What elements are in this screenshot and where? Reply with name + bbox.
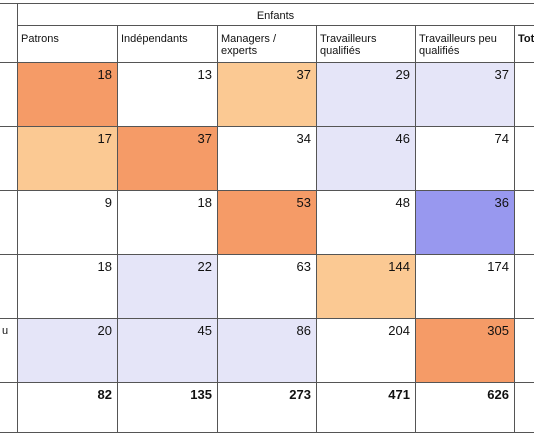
total-value: 82 (97, 387, 112, 402)
table-value: 37 (494, 67, 509, 82)
table-value: 18 (97, 259, 112, 274)
total-value: 471 (388, 387, 410, 402)
table-value: 9 (104, 195, 112, 210)
table-cell-fill (117, 62, 217, 126)
table-cell-fill (17, 382, 117, 433)
column-header: Travailleurs peu qualifiés (419, 33, 497, 57)
table-value: 48 (395, 195, 410, 210)
table-value: 174 (487, 259, 509, 274)
table-cell-fill (415, 190, 514, 254)
table-cell-fill (316, 318, 415, 382)
grid-line (514, 25, 515, 433)
table-value: 53 (296, 195, 311, 210)
column-group-title: Enfants (256, 10, 295, 22)
table-cell-fill (17, 318, 117, 382)
table-cell-fill (117, 382, 217, 433)
table-cell-fill (316, 190, 415, 254)
grid-line (0, 62, 534, 63)
table-cell-fill (316, 382, 415, 433)
table-value: 204 (388, 323, 410, 338)
total-value: 273 (289, 387, 311, 402)
table-cell-fill (17, 126, 117, 190)
table-cell-fill (316, 254, 415, 318)
table-cell-fill (415, 62, 514, 126)
table-cell-fill (415, 382, 514, 433)
table-cell-fill (217, 126, 316, 190)
table-cell-fill (117, 190, 217, 254)
grid-line (415, 25, 416, 433)
row-label: u (2, 325, 9, 337)
table-value: 36 (494, 195, 509, 210)
grid-line (316, 25, 317, 433)
table-value: 37 (296, 67, 311, 82)
grid-line (17, 25, 534, 26)
table-cell-fill (415, 254, 514, 318)
table-cell-fill (217, 254, 316, 318)
table-cell-fill (415, 126, 514, 190)
column-header: Indépendants (121, 33, 188, 45)
table-value: 17 (97, 131, 112, 146)
table-value: 37 (197, 131, 212, 146)
table-cell-fill (316, 62, 415, 126)
column-header: Travailleurs qualifiés (320, 33, 377, 57)
table-cell-fill (217, 382, 316, 433)
grid-line (0, 382, 534, 383)
table-value: 34 (296, 131, 311, 146)
grid-line (217, 25, 218, 433)
table-value: 45 (197, 323, 212, 338)
table-cell-fill (117, 254, 217, 318)
column-header: Managers / experts (221, 33, 277, 57)
table-cell-fill (217, 318, 316, 382)
column-header: Tot (518, 33, 534, 45)
table-cell-fill (217, 190, 316, 254)
table-cell-fill (217, 62, 316, 126)
table-value: 144 (388, 259, 410, 274)
table-value: 18 (97, 67, 112, 82)
table-value: 18 (197, 195, 212, 210)
column-header: Patrons (21, 33, 59, 45)
table-cell-fill (17, 62, 117, 126)
table-value: 86 (296, 323, 311, 338)
table-cell-fill (17, 190, 117, 254)
grid-line (0, 432, 534, 433)
table-value: 29 (395, 67, 410, 82)
table-value: 13 (197, 67, 212, 82)
table-value: 74 (494, 131, 509, 146)
table-value: 63 (296, 259, 311, 274)
grid-line (0, 126, 534, 127)
table-value: 46 (395, 131, 410, 146)
table-cell-fill (316, 126, 415, 190)
table-cell-fill (415, 318, 514, 382)
total-value: 626 (487, 387, 509, 402)
table-cell-fill (117, 318, 217, 382)
table-value: 305 (487, 323, 509, 338)
grid-line (0, 190, 534, 191)
table-value: 20 (97, 323, 112, 338)
grid-line (0, 254, 534, 255)
table-value: 22 (197, 259, 212, 274)
table-cell-fill (117, 126, 217, 190)
grid-line (117, 25, 118, 433)
table-cell-fill (17, 254, 117, 318)
grid-line (17, 3, 18, 433)
grid-line (0, 318, 534, 319)
grid-line (0, 3, 534, 4)
total-value: 135 (190, 387, 212, 402)
